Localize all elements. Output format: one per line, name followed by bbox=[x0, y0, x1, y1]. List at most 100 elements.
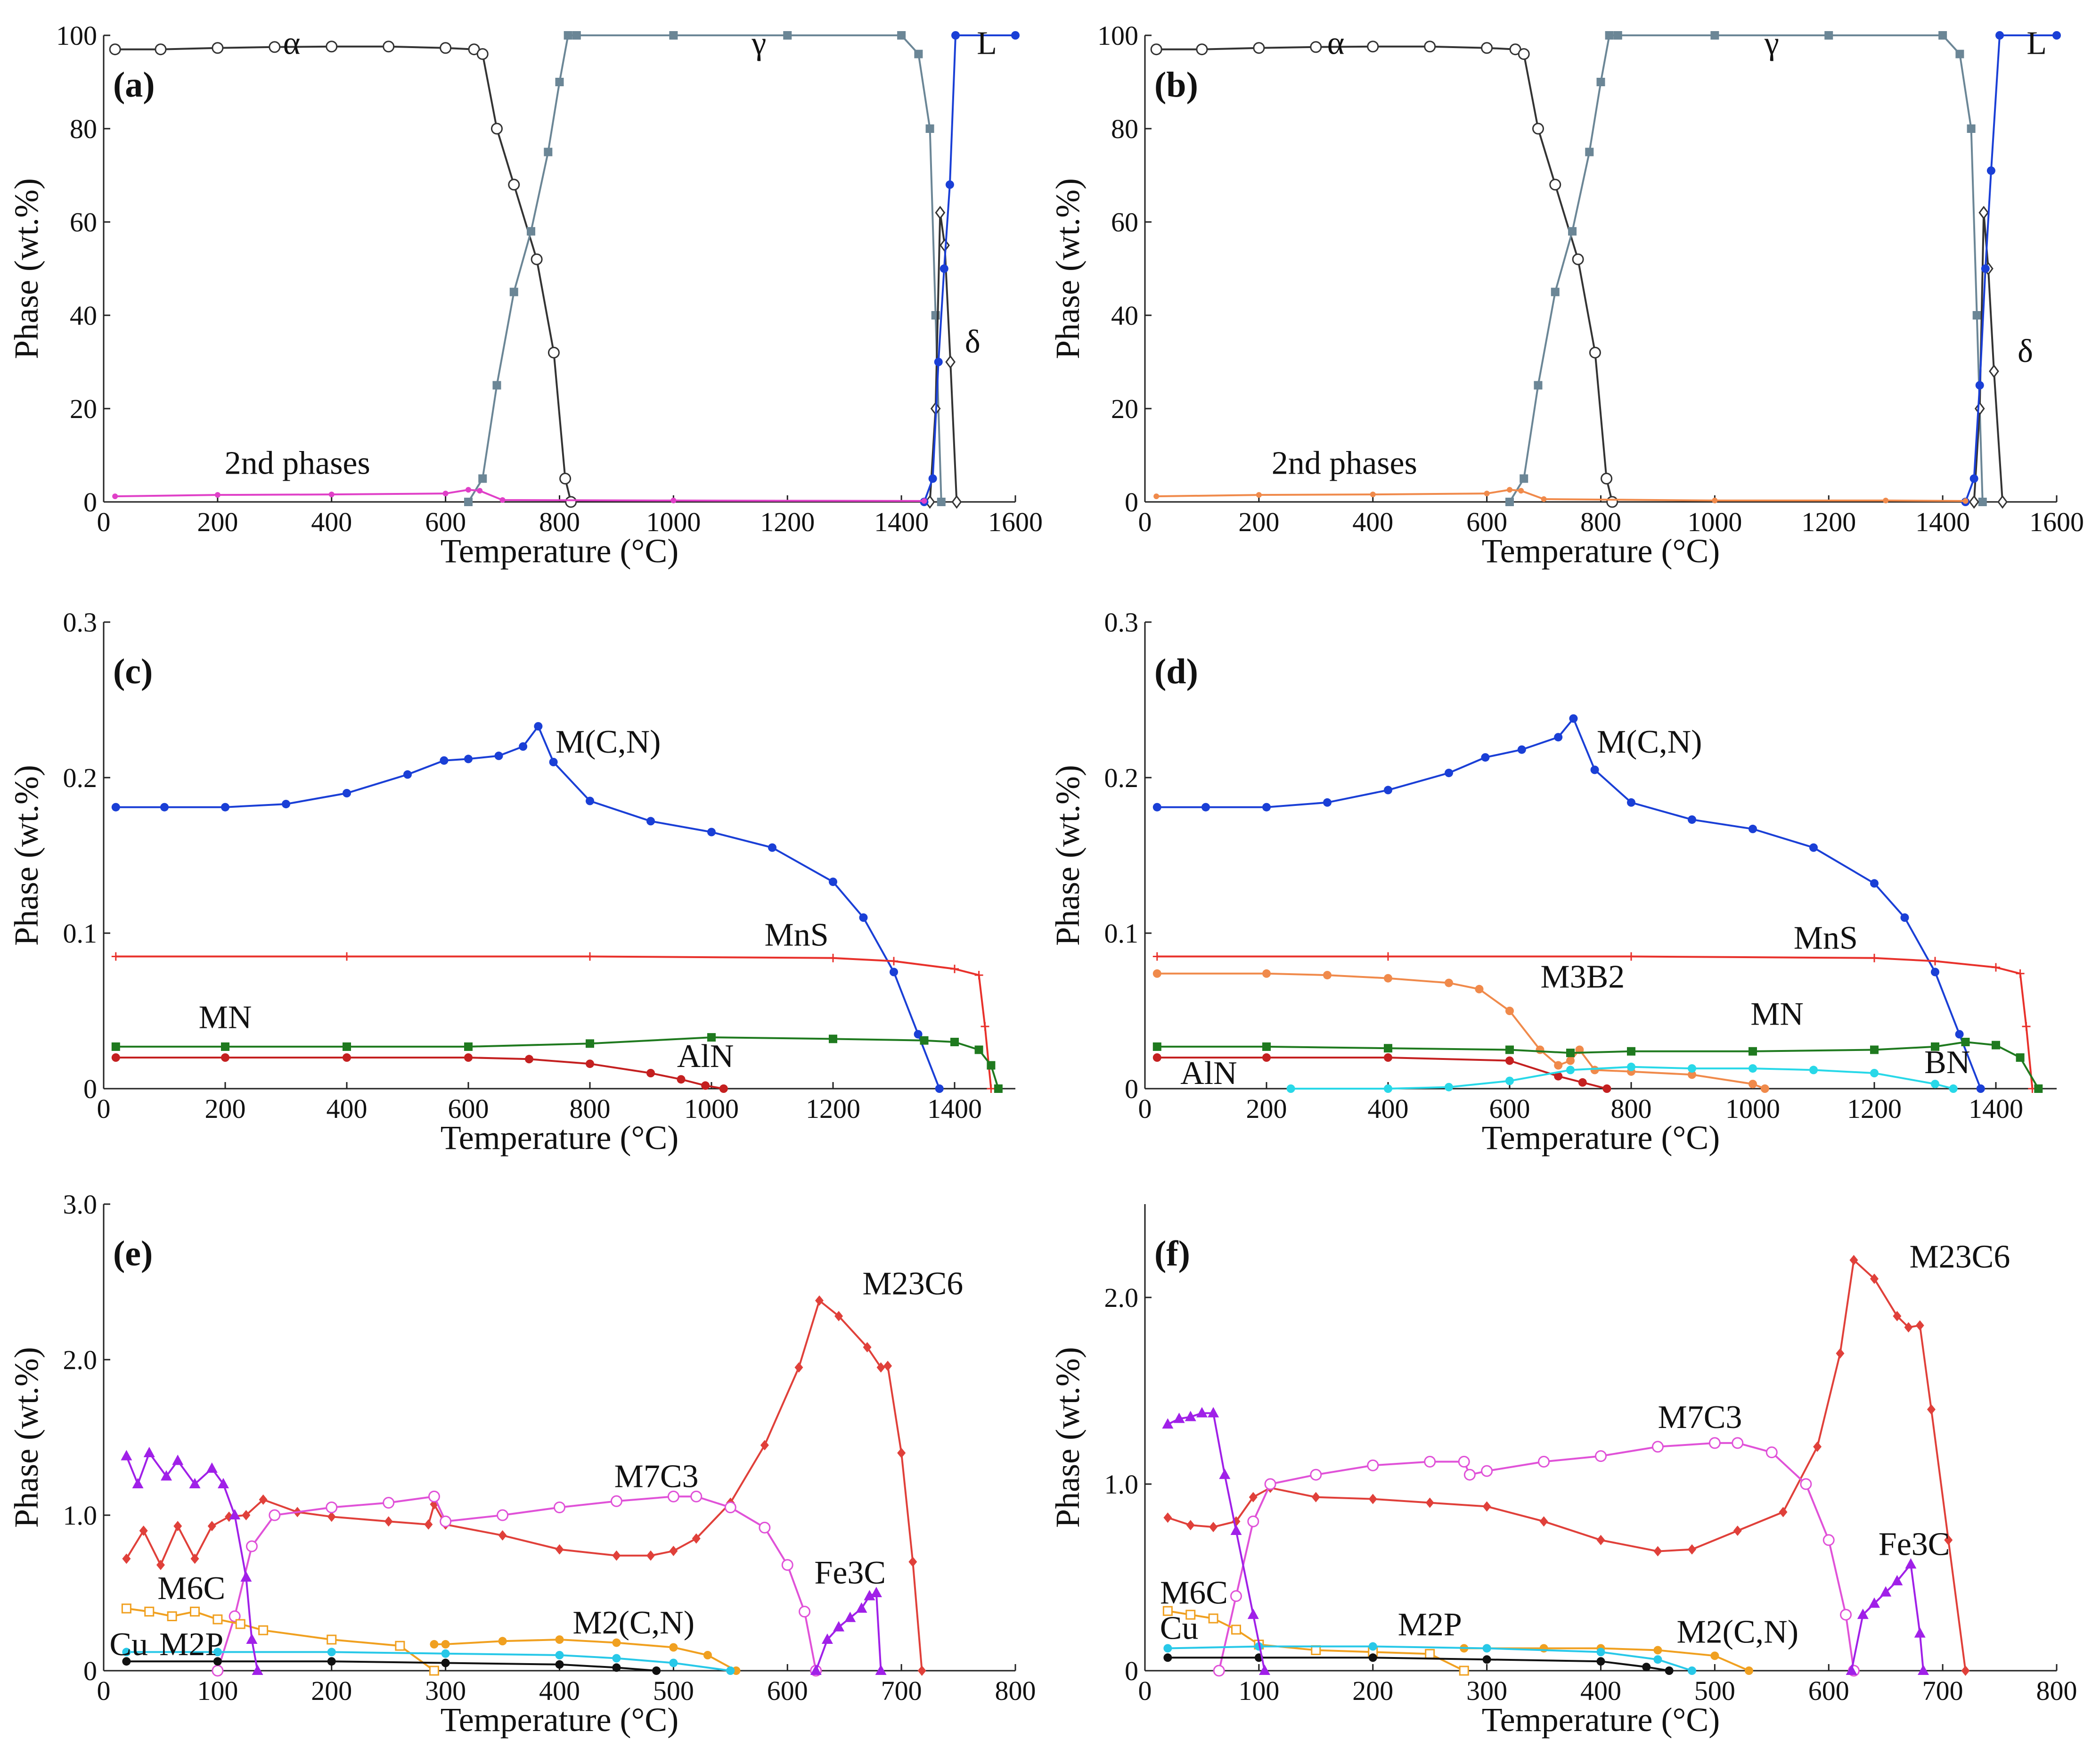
data-point bbox=[586, 952, 594, 961]
series-m3b2 bbox=[1152, 969, 1769, 1093]
series-m-c-n bbox=[1152, 714, 1985, 1093]
data-point bbox=[1975, 381, 1984, 390]
data-point bbox=[1627, 1047, 1635, 1056]
data-point bbox=[2022, 1022, 2031, 1031]
data-point bbox=[1566, 1066, 1575, 1075]
data-point bbox=[1627, 952, 1635, 961]
data-point bbox=[950, 1038, 959, 1046]
x-tick-label: 1000 bbox=[684, 1093, 739, 1124]
panel-b: 0 200 400 600 800 1000 1200 1400 1600 0 20 40 60 80 10… bbox=[1049, 20, 2084, 570]
series-m7c3 bbox=[1213, 1437, 1860, 1677]
x-axis-label: Temperature (°C) bbox=[1482, 1701, 1720, 1739]
x-tick-label: 600 bbox=[1489, 1093, 1530, 1124]
data-point bbox=[1596, 1657, 1605, 1666]
annotation-aln: AlN bbox=[677, 1038, 734, 1075]
annotation-m6c: M6C bbox=[157, 1570, 225, 1607]
data-point bbox=[1459, 1666, 1469, 1676]
data-point bbox=[945, 355, 956, 369]
data-point bbox=[1927, 1404, 1936, 1415]
y-tick-label: 0 bbox=[1125, 1074, 1138, 1104]
data-point bbox=[1209, 1522, 1218, 1533]
data-point bbox=[259, 1494, 268, 1505]
data-point bbox=[441, 1658, 450, 1667]
data-point bbox=[555, 1544, 564, 1555]
x-tick-label: 300 bbox=[425, 1675, 466, 1706]
data-point bbox=[1481, 1465, 1493, 1477]
data-point bbox=[549, 758, 558, 766]
data-point bbox=[1539, 1644, 1548, 1653]
y-tick-label: 1.0 bbox=[63, 1500, 98, 1531]
data-point bbox=[327, 1511, 336, 1522]
y-axis-label: Phase (wt.%) bbox=[1049, 1347, 1087, 1528]
data-point bbox=[167, 1611, 177, 1621]
y-tick-label: 0.1 bbox=[63, 918, 98, 949]
series-2nd-phases bbox=[112, 487, 927, 504]
data-point bbox=[1585, 148, 1594, 156]
data-point bbox=[935, 1084, 944, 1093]
y-tick-label: 0 bbox=[83, 487, 97, 517]
series-l bbox=[1961, 31, 2061, 506]
data-point bbox=[111, 952, 120, 961]
data-point bbox=[1710, 31, 1719, 40]
data-point bbox=[1938, 31, 1947, 40]
data-point bbox=[1208, 1407, 1219, 1418]
data-point bbox=[384, 1516, 393, 1527]
series-line bbox=[923, 34, 1015, 502]
x-tick-label: 0 bbox=[97, 507, 111, 537]
data-point bbox=[1955, 1030, 1964, 1039]
series-line bbox=[1291, 1066, 1954, 1090]
data-point bbox=[951, 495, 962, 509]
data-point bbox=[1846, 1665, 1857, 1675]
data-point bbox=[1481, 42, 1493, 54]
data-point bbox=[144, 1607, 155, 1617]
data-point bbox=[240, 1571, 252, 1582]
data-point bbox=[1249, 1492, 1258, 1502]
x-tick-label: 400 bbox=[539, 1675, 580, 1706]
x-tick-label: 500 bbox=[653, 1675, 694, 1706]
data-point bbox=[781, 1559, 793, 1571]
data-point bbox=[1482, 1644, 1491, 1653]
annotation-m2-c-n: M2(C,N) bbox=[572, 1605, 695, 1641]
data-point bbox=[1424, 1455, 1436, 1468]
y-tick-label: 0.3 bbox=[1104, 607, 1139, 638]
data-point bbox=[564, 31, 572, 40]
data-point bbox=[667, 1490, 679, 1502]
data-point bbox=[441, 1649, 450, 1658]
data-point bbox=[646, 1069, 655, 1077]
x-tick-label: 800 bbox=[995, 1675, 1036, 1706]
x-tick-label: 200 bbox=[1246, 1093, 1287, 1124]
x-tick-label: 100 bbox=[197, 1675, 238, 1706]
x-tick-label: 1600 bbox=[2029, 507, 2084, 537]
data-point bbox=[940, 264, 948, 273]
data-point bbox=[1384, 786, 1392, 795]
data-point bbox=[246, 1633, 258, 1644]
data-point bbox=[1606, 496, 1618, 508]
data-point bbox=[1445, 769, 1453, 778]
data-point bbox=[132, 1478, 144, 1488]
data-point bbox=[1163, 1644, 1172, 1653]
data-point bbox=[1505, 498, 1514, 506]
data-point bbox=[1323, 971, 1332, 980]
x-tick-label: 0 bbox=[1138, 507, 1152, 537]
y-axis-label: Phase (wt.%) bbox=[1049, 765, 1087, 946]
data-point bbox=[794, 1362, 803, 1373]
panel-label: (d) bbox=[1154, 652, 1198, 691]
data-point bbox=[328, 492, 335, 498]
series- bbox=[1150, 41, 1618, 508]
data-point bbox=[508, 179, 520, 191]
data-point bbox=[440, 756, 449, 765]
data-point bbox=[217, 1478, 229, 1488]
data-point bbox=[1231, 1625, 1241, 1635]
data-point bbox=[1247, 1515, 1259, 1527]
data-point bbox=[1974, 402, 1985, 416]
data-point bbox=[1995, 31, 2004, 40]
annotation-m2-c-n: M2(C,N) bbox=[1676, 1614, 1798, 1650]
data-point bbox=[258, 1625, 269, 1635]
data-point bbox=[586, 1059, 594, 1068]
data-point bbox=[669, 31, 678, 40]
data-point bbox=[1475, 985, 1484, 993]
data-point bbox=[242, 1510, 251, 1520]
data-point bbox=[464, 1053, 473, 1062]
data-point bbox=[1605, 31, 1614, 40]
data-point bbox=[1651, 1441, 1664, 1453]
